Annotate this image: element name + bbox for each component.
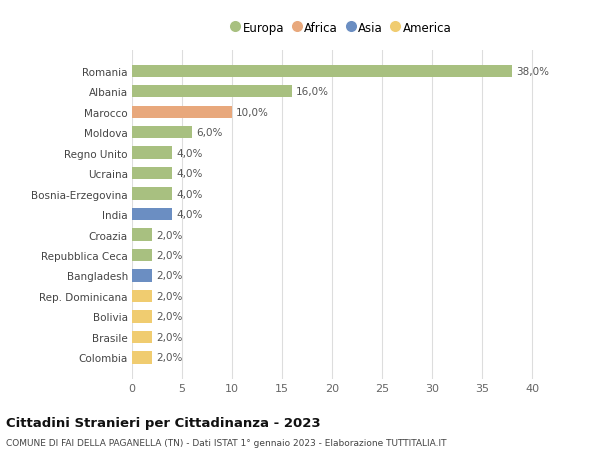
Text: 2,0%: 2,0% xyxy=(156,230,182,240)
Bar xyxy=(132,249,152,262)
Text: 4,0%: 4,0% xyxy=(176,169,202,179)
Text: 16,0%: 16,0% xyxy=(296,87,329,97)
Text: 2,0%: 2,0% xyxy=(156,332,182,342)
Bar xyxy=(132,290,152,302)
Text: 2,0%: 2,0% xyxy=(156,251,182,260)
Text: 2,0%: 2,0% xyxy=(156,312,182,322)
Text: 4,0%: 4,0% xyxy=(176,210,202,219)
Bar xyxy=(132,229,152,241)
Bar xyxy=(132,311,152,323)
Bar xyxy=(132,147,172,159)
Text: 4,0%: 4,0% xyxy=(176,148,202,158)
Text: 2,0%: 2,0% xyxy=(156,353,182,363)
Text: 38,0%: 38,0% xyxy=(516,67,549,77)
Bar xyxy=(132,65,512,78)
Text: Cittadini Stranieri per Cittadinanza - 2023: Cittadini Stranieri per Cittadinanza - 2… xyxy=(6,416,320,429)
Text: 2,0%: 2,0% xyxy=(156,271,182,281)
Bar xyxy=(132,270,152,282)
Text: 10,0%: 10,0% xyxy=(236,107,269,118)
Text: COMUNE DI FAI DELLA PAGANELLA (TN) - Dati ISTAT 1° gennaio 2023 - Elaborazione T: COMUNE DI FAI DELLA PAGANELLA (TN) - Dat… xyxy=(6,438,446,447)
Bar xyxy=(132,188,172,200)
Bar xyxy=(132,106,232,118)
Text: 4,0%: 4,0% xyxy=(176,189,202,199)
Bar xyxy=(132,168,172,180)
Bar xyxy=(132,86,292,98)
Bar xyxy=(132,127,192,139)
Text: 6,0%: 6,0% xyxy=(196,128,223,138)
Legend: Europa, Africa, Asia, America: Europa, Africa, Asia, America xyxy=(227,17,457,39)
Text: 2,0%: 2,0% xyxy=(156,291,182,301)
Bar xyxy=(132,208,172,221)
Bar xyxy=(132,352,152,364)
Bar xyxy=(132,331,152,343)
